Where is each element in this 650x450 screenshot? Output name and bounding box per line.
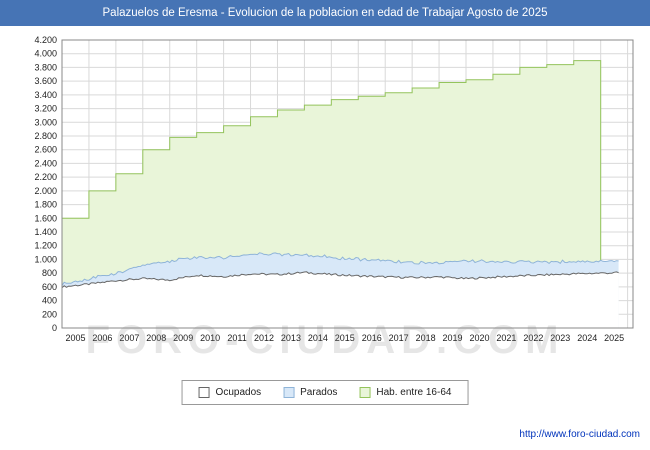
y-tick-label: 1.600 [34, 213, 57, 223]
y-tick-label: 1.000 [34, 254, 57, 264]
y-tick-label: 400 [42, 296, 57, 306]
y-tick-label: 3.600 [34, 76, 57, 86]
y-tick-label: 3.800 [34, 62, 57, 72]
x-tick-label: 2019 [443, 333, 463, 343]
legend-swatch-hab-16-64 [359, 387, 371, 398]
x-tick-label: 2014 [308, 333, 328, 343]
x-tick-label: 2018 [416, 333, 436, 343]
y-tick-label: 2.000 [34, 186, 57, 196]
y-tick-label: 600 [42, 282, 57, 292]
series-ocupados-line [61, 271, 619, 289]
x-tick-label: 2005 [65, 333, 85, 343]
y-tick-label: 1.200 [34, 241, 57, 251]
x-tick-label: 2024 [577, 333, 597, 343]
y-tick-label: 3.400 [34, 90, 57, 100]
legend-item-ocupados: Ocupados [198, 387, 262, 398]
series-ocupados-area [62, 271, 619, 328]
x-tick-label: 2010 [200, 333, 220, 343]
x-tick-label: 2017 [389, 333, 409, 343]
y-tick-label: 0 [52, 323, 57, 333]
legend-item-hab-16-64: Hab. entre 16-64 [359, 387, 451, 398]
x-tick-label: 2006 [92, 333, 112, 343]
x-tick-label: 2011 [227, 333, 246, 343]
y-tick-label: 1.800 [34, 200, 57, 210]
x-tick-label: 2023 [550, 333, 570, 343]
plot-border [61, 39, 634, 329]
chart-title: Palazuelos de Eresma - Evolucion de la p… [0, 0, 650, 26]
x-tick-label: 2015 [335, 333, 355, 343]
x-tick-label: 2012 [254, 333, 274, 343]
series-parados-line [61, 252, 619, 286]
legend-label-hab-16-64: Hab. entre 16-64 [376, 387, 452, 398]
y-tick-label: 3.200 [34, 104, 57, 114]
legend-swatch-ocupados [198, 387, 210, 398]
y-tick-label: 2.800 [34, 131, 57, 141]
y-tick-label: 800 [42, 268, 57, 278]
x-tick-label: 2021 [496, 333, 516, 343]
x-tick-label: 2025 [604, 333, 624, 343]
x-tick-label: 2008 [146, 333, 166, 343]
x-tick-label: 2013 [281, 333, 301, 343]
population-evolution-chart: 0 200 400 600 800 1.000 1.200 1.400 1.600 1.800 2.… [34, 35, 634, 343]
y-tick-label: 2.200 [34, 172, 57, 182]
x-tick-label: 2020 [469, 333, 489, 343]
chart-plot-container: 0 200 400 600 800 1.000 1.200 1.400 1.600 1.800 2.… [0, 26, 650, 356]
y-tick-label: 2.600 [34, 145, 57, 155]
series-hab-16-64-line [62, 60, 602, 328]
footer-url[interactable]: http://www.foro-ciudad.com [519, 429, 640, 440]
x-tick-label: 2007 [119, 333, 139, 343]
legend-label-ocupados: Ocupados [215, 387, 262, 398]
x-tick-label: 2016 [362, 333, 382, 343]
chart-window: Palazuelos de Eresma - Evolucion de la p… [0, 0, 650, 440]
legend-item-parados: Parados [283, 387, 337, 398]
y-tick-label: 1.400 [34, 227, 57, 237]
y-tick-label: 4.200 [34, 35, 57, 45]
y-tick-label: 4.000 [34, 49, 57, 59]
y-tick-label: 200 [42, 309, 57, 319]
y-tick-label: 2.400 [34, 158, 57, 168]
chart-legend: Ocupados Parados Hab. entre 16-64 [181, 380, 469, 405]
legend-label-parados: Parados [300, 387, 338, 398]
x-tick-label: 2009 [173, 333, 193, 343]
footer: http://www.foro-ciudad.com [519, 424, 640, 442]
y-tick-label: 3.000 [34, 117, 57, 127]
x-tick-label: 2022 [523, 333, 543, 343]
legend-swatch-parados [283, 387, 295, 398]
